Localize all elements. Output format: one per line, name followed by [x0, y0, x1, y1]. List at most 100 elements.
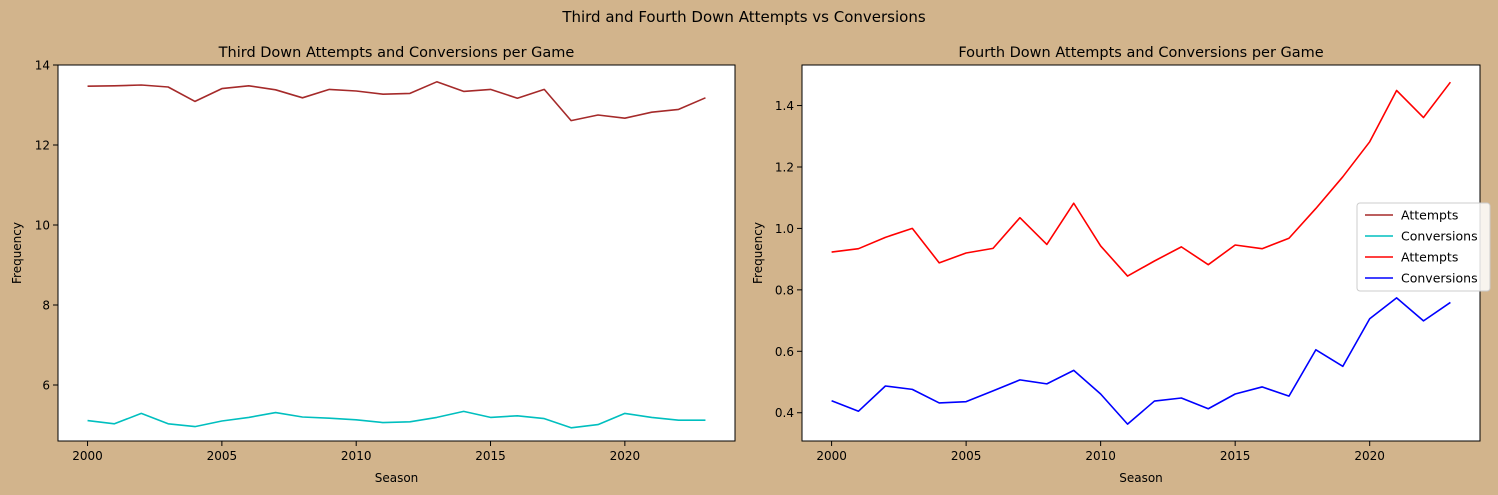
data-point-conversions — [964, 400, 968, 404]
x-tick-label: 2020 — [1354, 449, 1385, 463]
y-tick-label: 8 — [42, 299, 50, 313]
data-point-conversions — [489, 415, 493, 419]
data-point-attempts — [569, 119, 573, 123]
data-point-attempts — [1341, 175, 1345, 179]
chart-title: Third Down Attempts and Conversions per … — [218, 45, 575, 61]
data-point-conversions — [327, 416, 331, 420]
data-point-conversions — [1233, 392, 1237, 396]
legend-label: Conversions — [1401, 271, 1478, 286]
x-tick-label: 2005 — [951, 449, 982, 463]
data-point-conversions — [703, 418, 707, 422]
data-point-attempts — [910, 226, 914, 230]
data-point-conversions — [112, 422, 116, 426]
y-axis-label: Frequency — [10, 222, 24, 284]
data-point-attempts — [435, 80, 439, 84]
data-point-attempts — [515, 96, 519, 100]
legend: Attempts Conversions Attempts Conversions — [1356, 202, 1491, 292]
data-point-attempts — [1152, 259, 1156, 263]
data-point-attempts — [193, 99, 197, 103]
x-tick-label: 2010 — [341, 449, 372, 463]
data-point-conversions — [623, 411, 627, 415]
data-point-conversions — [247, 415, 251, 419]
data-point-conversions — [596, 423, 600, 427]
chart-panel-2: Fourth Down Attempts and Conversions per… — [751, 45, 1491, 485]
data-point-attempts — [1045, 242, 1049, 246]
data-point-attempts — [462, 89, 466, 93]
data-point-conversions — [86, 419, 90, 423]
data-point-attempts — [830, 250, 834, 254]
data-point-conversions — [435, 415, 439, 419]
data-point-attempts — [857, 247, 861, 251]
data-point-conversions — [1422, 319, 1426, 323]
data-point-conversions — [1287, 394, 1291, 398]
x-tick-label: 2000 — [72, 449, 103, 463]
data-point-conversions — [193, 425, 197, 429]
data-point-attempts — [166, 85, 170, 89]
plot-area — [58, 65, 735, 441]
data-point-attempts — [381, 92, 385, 96]
x-tick-label: 2005 — [207, 449, 238, 463]
x-tick-label: 2015 — [475, 449, 506, 463]
data-point-attempts — [139, 83, 143, 87]
data-point-attempts — [1233, 243, 1237, 247]
data-point-attempts — [408, 91, 412, 95]
series-line-attempts — [831, 81, 1452, 277]
data-point-conversions — [1045, 382, 1049, 386]
data-point-attempts — [1368, 140, 1372, 144]
data-point-attempts — [1448, 80, 1452, 84]
data-point-conversions — [650, 415, 654, 419]
data-point-attempts — [883, 235, 887, 239]
series-line-attempts — [87, 81, 706, 122]
data-point-attempts — [991, 246, 995, 250]
data-point-conversions — [1341, 364, 1345, 368]
data-point-attempts — [1179, 245, 1183, 249]
y-tick-label: 6 — [42, 379, 50, 393]
data-point-conversions — [220, 419, 224, 423]
data-point-conversions — [1368, 317, 1372, 321]
data-point-attempts — [1099, 244, 1103, 248]
y-tick-label: 1.4 — [775, 99, 794, 113]
data-point-attempts — [1072, 201, 1076, 205]
data-point-conversions — [1448, 300, 1452, 304]
legend-box — [1356, 202, 1491, 292]
data-point-conversions — [462, 409, 466, 413]
data-point-attempts — [86, 84, 90, 88]
legend-label: Attempts — [1401, 250, 1458, 265]
data-point-conversions — [381, 421, 385, 425]
data-point-attempts — [300, 96, 304, 100]
legend-label: Conversions — [1401, 229, 1478, 244]
data-point-attempts — [1422, 116, 1426, 120]
data-point-attempts — [677, 107, 681, 111]
chart-title: Fourth Down Attempts and Conversions per… — [958, 45, 1323, 61]
data-point-attempts — [327, 87, 331, 91]
chart-panel-1: Third Down Attempts and Conversions per … — [10, 45, 736, 485]
y-tick-label: 10 — [35, 219, 50, 233]
data-point-attempts — [489, 87, 493, 91]
y-tick-label: 1.2 — [775, 160, 794, 174]
data-point-conversions — [1072, 368, 1076, 372]
data-point-attempts — [354, 89, 358, 93]
data-point-conversions — [542, 417, 546, 421]
x-tick-label: 2015 — [1220, 449, 1251, 463]
data-point-attempts — [274, 88, 278, 92]
data-point-attempts — [247, 84, 251, 88]
data-point-attempts — [542, 87, 546, 91]
data-point-conversions — [830, 399, 834, 403]
y-tick-label: 0.4 — [775, 406, 794, 420]
data-point-conversions — [1179, 396, 1183, 400]
y-tick-label: 1.0 — [775, 222, 794, 236]
data-point-conversions — [300, 415, 304, 419]
data-point-attempts — [937, 261, 941, 265]
data-point-attempts — [1287, 236, 1291, 240]
data-point-attempts — [623, 116, 627, 120]
y-axis-label: Frequency — [751, 222, 765, 284]
data-point-conversions — [1395, 296, 1399, 300]
data-point-conversions — [515, 414, 519, 418]
data-point-conversions — [354, 418, 358, 422]
data-point-conversions — [274, 411, 278, 415]
data-point-conversions — [991, 389, 995, 393]
data-point-attempts — [650, 110, 654, 114]
data-point-conversions — [677, 418, 681, 422]
